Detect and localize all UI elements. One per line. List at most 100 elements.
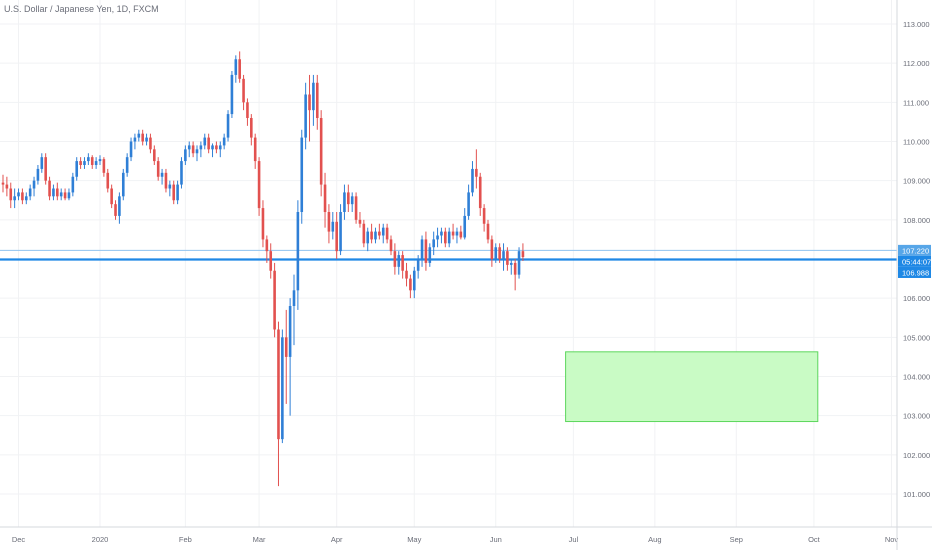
candle-body (218, 145, 222, 150)
candle-body (98, 159, 102, 162)
candle-body (339, 212, 342, 252)
candle-body (28, 188, 32, 197)
candle-body (187, 145, 191, 150)
candle-body (79, 161, 82, 165)
price-tick-label: 106.000 (903, 294, 930, 303)
candle-body (288, 306, 292, 357)
candle-body (381, 227, 385, 236)
candle-body (486, 223, 490, 240)
countdown-label-bg (898, 255, 931, 267)
candle-body (440, 231, 443, 236)
candle-body (110, 188, 113, 205)
level-layer (0, 249, 897, 261)
price-label-upper: 107.220 (902, 246, 929, 255)
candle-body (300, 137, 304, 212)
candle-body (153, 149, 156, 162)
price-tick-label: 109.000 (903, 177, 930, 186)
candle-body (160, 172, 164, 177)
price-label-current: 106.988 (902, 268, 929, 277)
candle-body (56, 188, 59, 197)
candle-body (482, 208, 486, 224)
time-tick-label: Sep (730, 535, 743, 544)
candle-body (250, 118, 253, 138)
candle-body (17, 192, 20, 197)
candle-body (83, 161, 86, 165)
chart-title: U.S. Dollar / Japanese Yen, 1D, FXCM (4, 4, 159, 14)
candle-body (180, 161, 183, 185)
candle-body (168, 184, 172, 189)
candle-body (509, 262, 513, 265)
candle-body (102, 159, 106, 173)
candle-body (40, 157, 44, 169)
candle-body (164, 172, 168, 189)
candle-body (36, 168, 40, 181)
candle-body (401, 255, 404, 271)
candle-body (308, 94, 311, 111)
candle-body (350, 196, 354, 205)
candle-body (354, 196, 358, 220)
candle-body (75, 161, 79, 177)
candle-body (347, 192, 350, 205)
price-label-upper-bg (898, 244, 931, 256)
time-tick-label: Oct (808, 535, 821, 544)
candle-body (389, 239, 393, 252)
candle-body (366, 231, 370, 244)
candle-body (273, 270, 276, 330)
candle-body (506, 251, 509, 265)
candle-body (428, 247, 432, 263)
candle-layer (1, 51, 525, 487)
candle-body (129, 141, 133, 158)
candle-body (517, 251, 521, 275)
candle-body (463, 215, 467, 238)
candle-body (242, 78, 245, 103)
candle-body (467, 192, 470, 216)
grid-layer (0, 0, 897, 527)
candle-body (253, 137, 257, 162)
candle-body (21, 192, 24, 201)
candle-body (475, 168, 478, 177)
candle-body (362, 223, 366, 244)
candle-body (118, 196, 121, 216)
candle-body (141, 133, 144, 142)
price-tick-label: 104.000 (903, 373, 930, 382)
price-label-current-bg (898, 266, 931, 278)
candle-body (498, 247, 501, 259)
candle-body (327, 212, 331, 232)
price-tick-label: 105.000 (903, 333, 930, 342)
candle-body (191, 145, 195, 154)
candle-body (343, 192, 346, 212)
candle-body (5, 184, 9, 189)
candle-body (455, 231, 459, 236)
candle-body (211, 145, 214, 150)
price-tick-label: 103.000 (903, 412, 930, 421)
candle-body (199, 145, 203, 150)
price-tick-label: 113.000 (903, 20, 930, 29)
candle-body (238, 59, 241, 79)
time-tick-label: Dec (12, 535, 26, 544)
time-tick-label: Apr (331, 535, 343, 544)
candle-body (292, 290, 296, 306)
candle-body (265, 239, 269, 252)
candle-body (358, 219, 362, 224)
time-tick-label: Feb (179, 535, 192, 544)
candle-body (203, 137, 207, 146)
candle-body (424, 239, 428, 263)
target-zone (565, 351, 819, 423)
candle-body (145, 137, 148, 142)
candle-body (269, 251, 273, 271)
countdown-label: 05:44:07 (902, 257, 931, 266)
candle-body (478, 176, 482, 209)
candle-body (195, 149, 199, 154)
candle-body (490, 239, 494, 259)
candle-body (207, 137, 210, 150)
candle-body (416, 259, 420, 271)
candle-body (494, 247, 498, 259)
candle-body (405, 270, 408, 279)
candle-body (246, 102, 249, 118)
candle-body (397, 255, 401, 267)
price-tick-label: 112.000 (903, 59, 930, 68)
candle-body (432, 239, 435, 248)
candle-body (114, 204, 117, 216)
